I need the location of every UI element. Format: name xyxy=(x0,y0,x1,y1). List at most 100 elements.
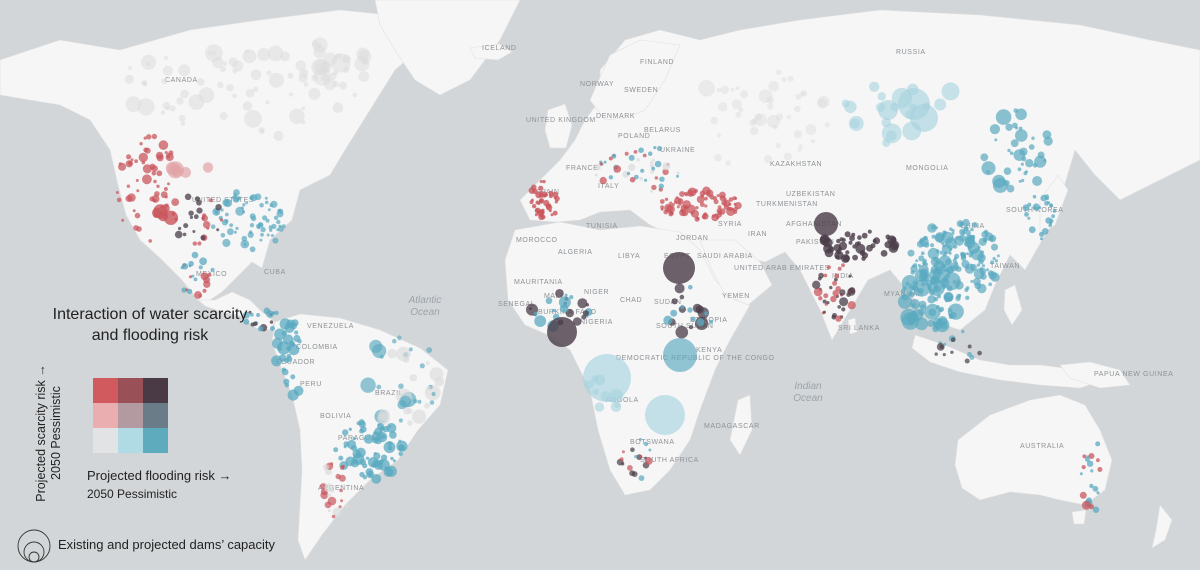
dam-bubble xyxy=(269,203,274,208)
dam-bubble xyxy=(222,238,231,248)
country-label: UKRAINE xyxy=(660,147,695,154)
dam-bubble xyxy=(178,64,191,77)
dam-bubble xyxy=(721,200,727,206)
dam-bubble xyxy=(653,146,657,150)
dam-bubble xyxy=(932,318,943,328)
country-label: UNITED STATES xyxy=(192,197,254,204)
dam-bubble xyxy=(910,270,915,275)
dam-bubble xyxy=(608,175,614,180)
dam-bubble xyxy=(671,203,675,206)
dam-bubble xyxy=(168,150,174,156)
dam-bubble xyxy=(835,315,842,322)
dam-bubble xyxy=(241,210,246,214)
country-label: INDIA xyxy=(832,273,854,280)
dam-bubble xyxy=(988,236,995,242)
dam-bubble xyxy=(867,229,872,234)
dam-bubble xyxy=(842,254,850,262)
dam-bubble xyxy=(235,226,239,230)
dam-bubble xyxy=(555,289,564,298)
dam-bubble xyxy=(824,248,834,258)
dam-bubble xyxy=(704,204,708,208)
dam-bubble xyxy=(763,154,773,164)
dam-bubble xyxy=(694,216,700,222)
country-label: ICELAND xyxy=(482,45,517,52)
dam-bubble xyxy=(539,198,543,202)
dam-bubble xyxy=(155,151,164,160)
country-label: SOUTH AFRICA xyxy=(640,457,699,464)
dam-bubble xyxy=(662,162,671,171)
dam-bubble xyxy=(688,284,693,290)
dam-bubble xyxy=(220,233,226,238)
dam-bubble xyxy=(365,456,370,460)
country-label: SUDAN xyxy=(654,299,682,306)
dam-bubble xyxy=(429,367,444,382)
dam-bubble xyxy=(354,56,370,72)
dam-bubble xyxy=(424,402,430,409)
dam-bubble xyxy=(923,241,930,248)
dam-bubble xyxy=(125,160,133,168)
dam-bubble xyxy=(930,276,938,284)
dam-bubble xyxy=(709,319,714,324)
dam-bubble xyxy=(918,255,925,262)
dam-bubble xyxy=(273,215,279,220)
dam-bubble xyxy=(203,221,211,229)
dam-bubble xyxy=(331,514,336,519)
dam-bubble xyxy=(359,428,365,434)
dam-bubble xyxy=(907,290,913,296)
dam-bubble xyxy=(651,158,656,162)
country-label: PAKISTAN xyxy=(796,239,834,246)
dam-bubble xyxy=(664,197,669,201)
dam-bubble xyxy=(955,295,961,302)
dam-bubble xyxy=(242,203,246,207)
dam-bubble xyxy=(552,210,558,216)
dam-bubble xyxy=(956,266,962,272)
dam-bubble xyxy=(196,78,205,86)
dam-bubble xyxy=(531,184,537,191)
dam-bubble xyxy=(249,312,254,317)
dam-bubble xyxy=(690,316,696,322)
dam-bubble xyxy=(877,92,886,101)
dam-bubble xyxy=(330,462,334,466)
dam-bubble xyxy=(124,74,134,84)
dam-bubble xyxy=(1015,129,1028,142)
dam-bubble xyxy=(945,258,952,266)
dam-bubble xyxy=(642,153,647,158)
dam-bubble xyxy=(320,491,329,500)
dam-bubble xyxy=(188,94,205,110)
dam-bubble xyxy=(850,118,860,129)
dam-bubble xyxy=(861,232,868,239)
dam-bubble xyxy=(1079,472,1083,476)
dam-bubble xyxy=(540,211,544,215)
dam-bubble xyxy=(288,344,300,356)
dam-bubble xyxy=(619,457,624,462)
dam-bubble xyxy=(823,293,829,299)
dam-bubble xyxy=(783,152,792,161)
dam-large-bubble-layer xyxy=(547,88,938,435)
dam-bubble-congo xyxy=(583,354,631,402)
dam-bubble xyxy=(915,317,929,331)
dam-bubble xyxy=(636,157,640,162)
dam-bubble xyxy=(163,55,169,60)
country-label: NIGERIA xyxy=(580,319,613,326)
dam-bubble xyxy=(847,301,856,310)
dam-bubble xyxy=(258,222,263,228)
dam-bubble xyxy=(688,325,694,330)
dam-bubble xyxy=(264,196,268,200)
dam-bubble xyxy=(1095,441,1101,447)
dam-bubble xyxy=(671,298,678,305)
dam-bubble xyxy=(728,202,732,206)
dam-bubble xyxy=(161,78,168,85)
dam-bubble xyxy=(548,209,552,213)
dam-bubble xyxy=(286,356,293,362)
dam-bubble xyxy=(378,409,390,421)
dam-bubble xyxy=(960,253,966,259)
dam-bubble xyxy=(183,223,189,229)
dam-bubble xyxy=(679,209,687,217)
capacity-size-legend xyxy=(17,529,51,563)
dam-bubble xyxy=(852,254,858,261)
country-label: MADAGASCAR xyxy=(704,423,760,430)
country-label: CHINA xyxy=(960,223,985,230)
arabia-landmass xyxy=(699,239,773,306)
dam-bubble-east-africa xyxy=(663,338,697,372)
